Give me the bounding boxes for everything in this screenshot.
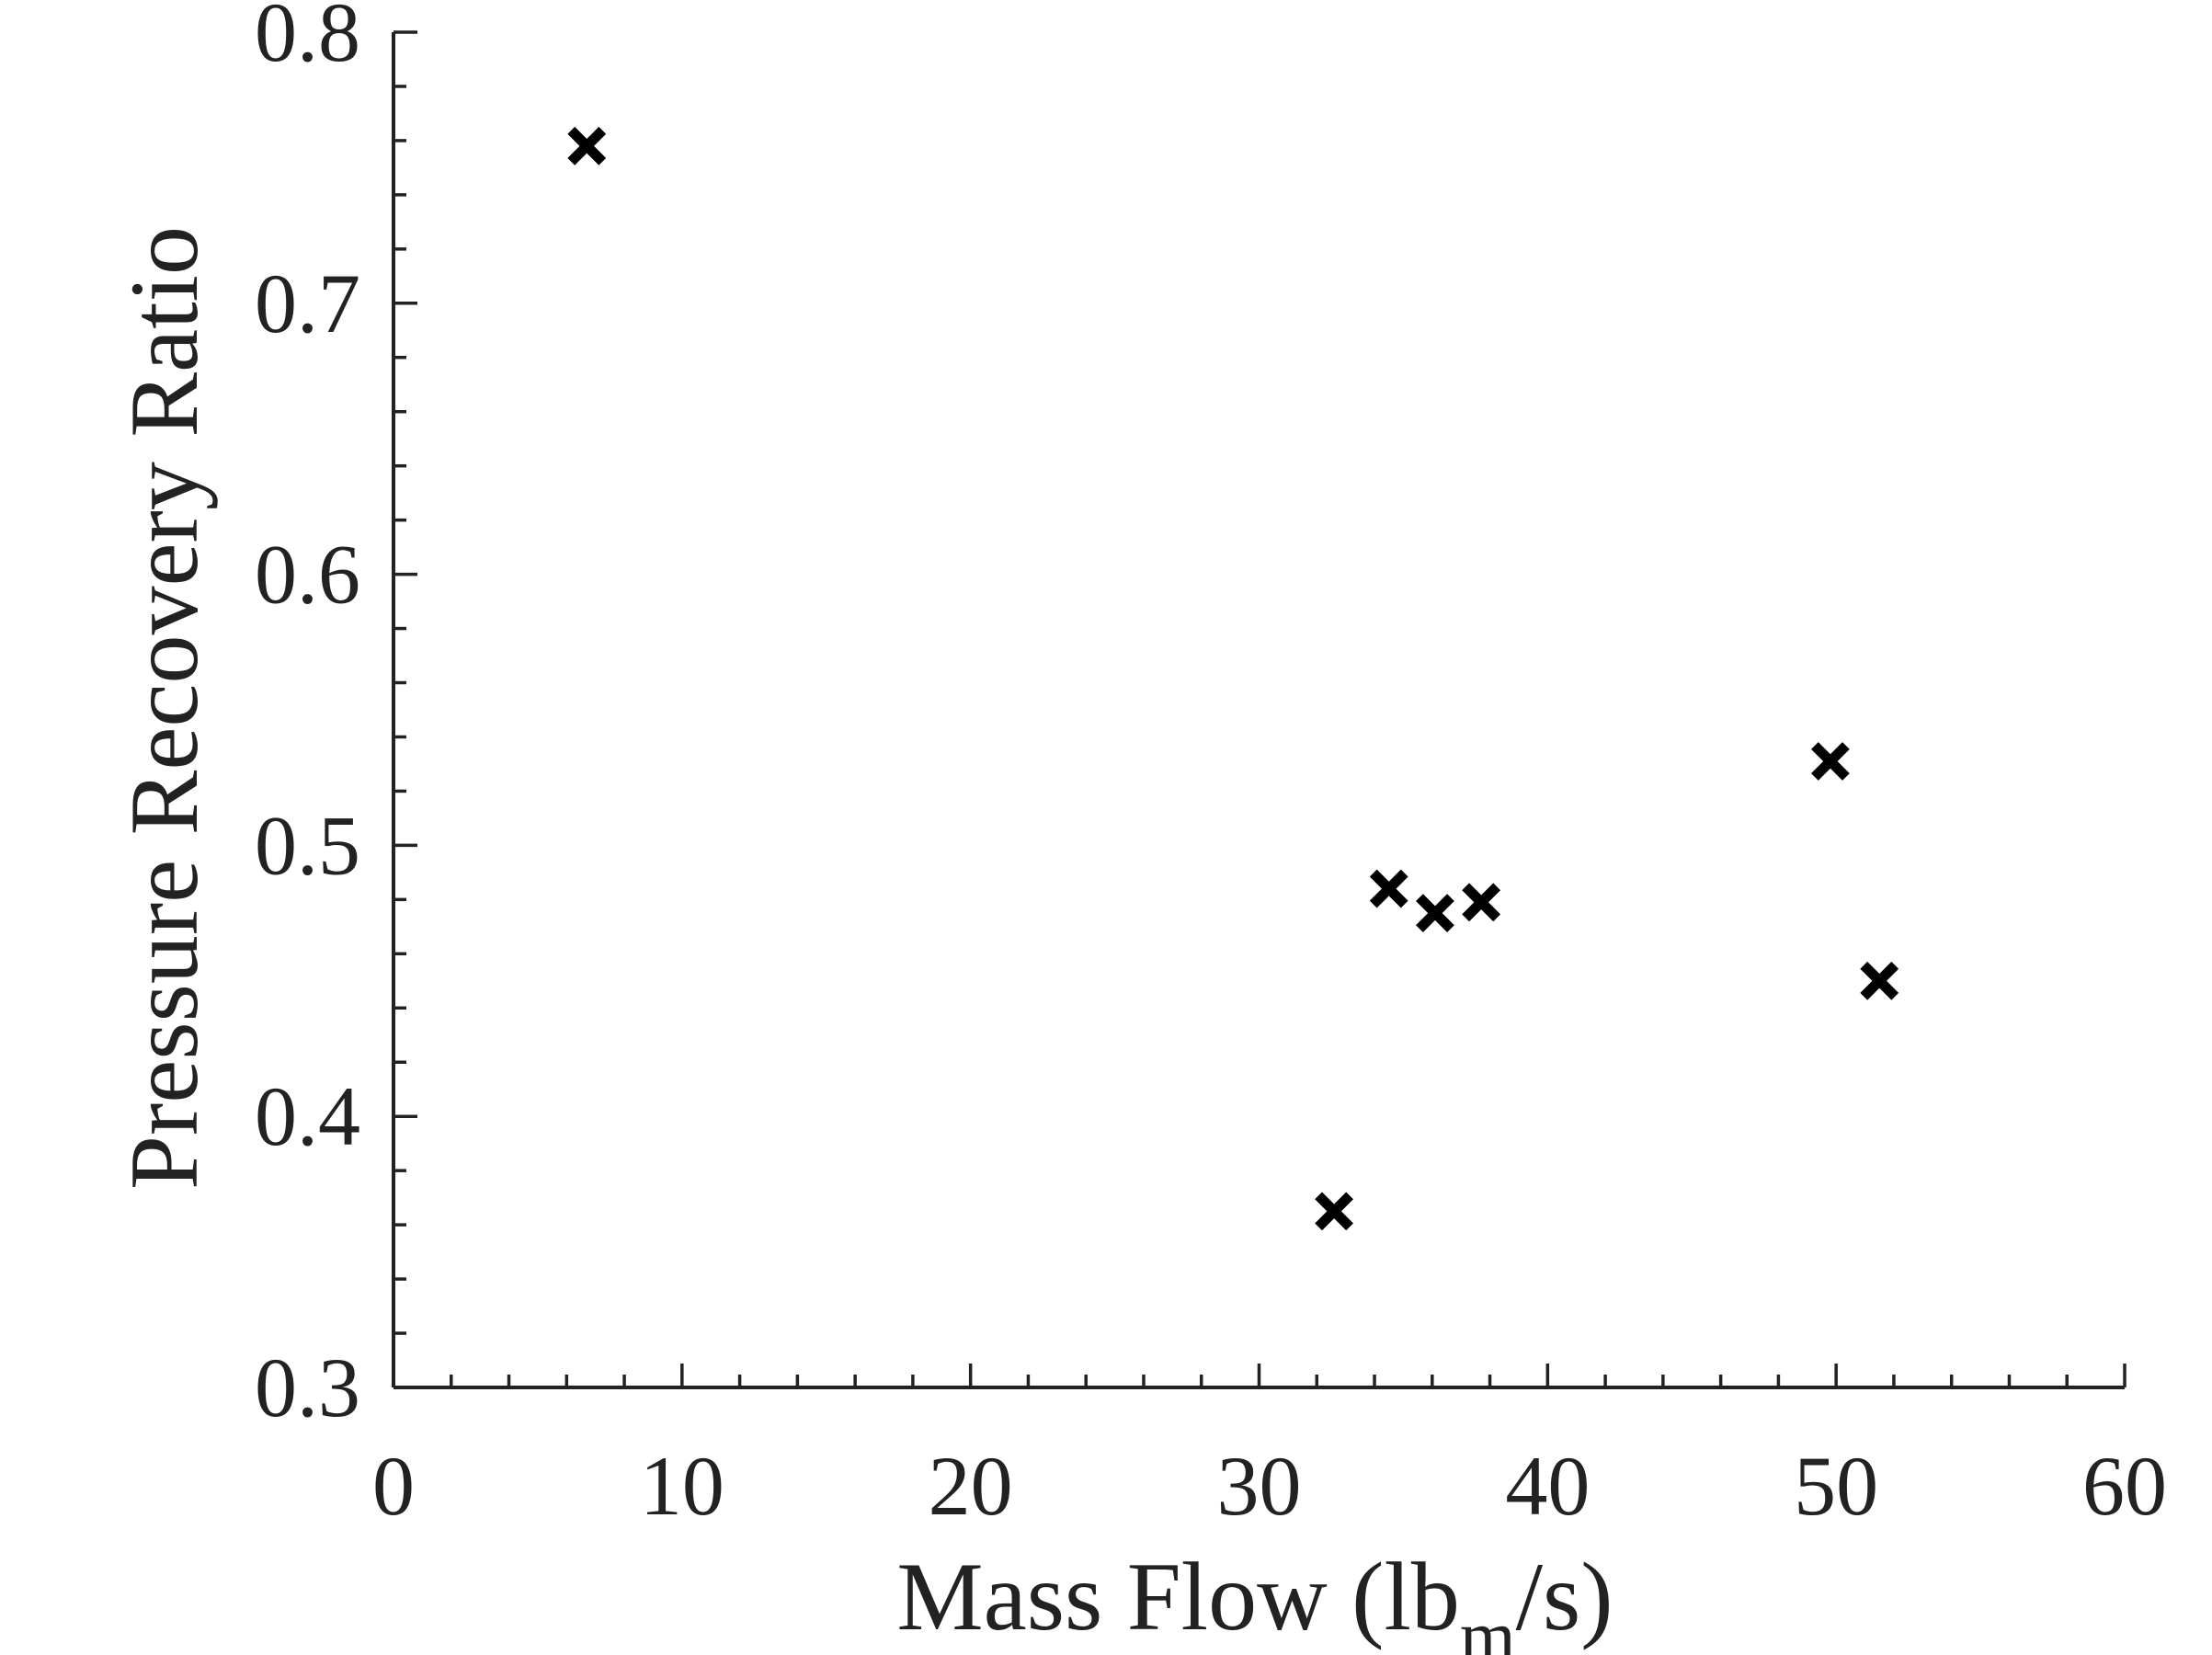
data-point [567, 126, 607, 166]
data-point [1315, 1192, 1353, 1231]
x-tick-label: 50 [1794, 1439, 1878, 1533]
y-tick-label: 0.3 [255, 1341, 360, 1434]
x-tick-label: 20 [929, 1439, 1013, 1533]
y-tick-label: 0.5 [255, 798, 360, 892]
x-tick-label: 10 [640, 1439, 724, 1533]
y-tick-label: 0.4 [255, 1069, 360, 1163]
x-axis-title-subscript: m [1460, 1596, 1516, 1655]
axes [392, 32, 2125, 1389]
y-axis-title: Pressure Recovery Ratio [110, 226, 218, 1190]
ticks [392, 30, 2126, 1389]
x-tick-label: 30 [1217, 1439, 1302, 1533]
x-axis-title-end: /s) [1516, 1543, 1613, 1650]
data-point [1369, 869, 1408, 908]
data-point [1462, 883, 1501, 922]
data-points [567, 126, 1899, 1231]
x-tick-label: 60 [2082, 1439, 2167, 1533]
data-point [1811, 742, 1850, 781]
x-axis-title: Mass Flow (lbm/s) [896, 1543, 1613, 1655]
data-point [1416, 894, 1454, 932]
tick-labels: 0 10 20 30 40 50 60 0.3 0.4 0.5 0.6 0.7 0.8 [255, 0, 2167, 1533]
y-tick-label: 0.6 [255, 528, 360, 622]
x-tick-label: 40 [1505, 1439, 1590, 1533]
x-tick-label: 0 [372, 1439, 415, 1533]
x-axis-title-main: Mass Flow (lb [896, 1543, 1460, 1650]
data-point [1860, 961, 1899, 1000]
y-tick-label: 0.8 [255, 0, 360, 79]
y-tick-label: 0.7 [255, 257, 360, 350]
